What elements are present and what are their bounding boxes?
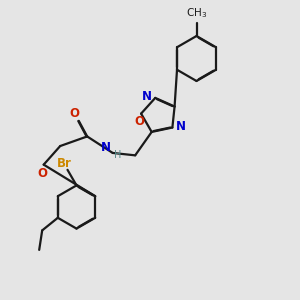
- Text: N: N: [142, 90, 152, 103]
- Text: O: O: [69, 107, 79, 120]
- Text: N: N: [176, 119, 186, 133]
- Text: O: O: [37, 167, 47, 179]
- Text: N: N: [101, 141, 111, 154]
- Text: Br: Br: [56, 157, 71, 170]
- Text: H: H: [114, 150, 122, 160]
- Text: CH$_3$: CH$_3$: [186, 6, 207, 20]
- Text: O: O: [135, 115, 145, 128]
